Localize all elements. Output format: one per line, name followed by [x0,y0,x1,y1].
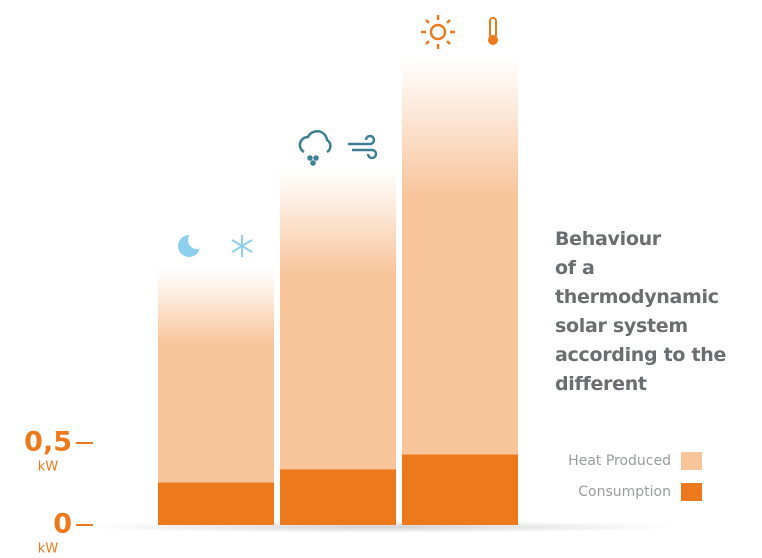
wind-icon [348,134,378,160]
moon-icon [178,231,206,257]
y-unit: kW [38,542,59,557]
bar-segment [158,482,274,525]
bar-segment [280,469,396,525]
thermometer-icon [488,17,498,45]
chart-title: Behaviour of a thermodynamic solar syste… [555,228,756,405]
legend-swatch [681,452,702,470]
sun-icon [421,15,455,49]
title-box: Behaviour of a thermodynamic solar syste… [555,228,756,405]
y-unit: kW [38,459,59,474]
y-tick-label: 0 [53,509,72,540]
y-tick-label: 0,5 [24,426,72,457]
bar-segment [402,454,518,525]
legend-swatch [681,483,702,501]
legend-label: Consumption [578,484,671,500]
bar-fade [158,270,274,483]
snow-icon [231,235,253,257]
bars [158,59,518,525]
cloud-icon [298,130,332,166]
bar-fade [280,170,396,470]
legend-label: Heat Produced [568,453,671,469]
bar-fade [402,59,518,455]
